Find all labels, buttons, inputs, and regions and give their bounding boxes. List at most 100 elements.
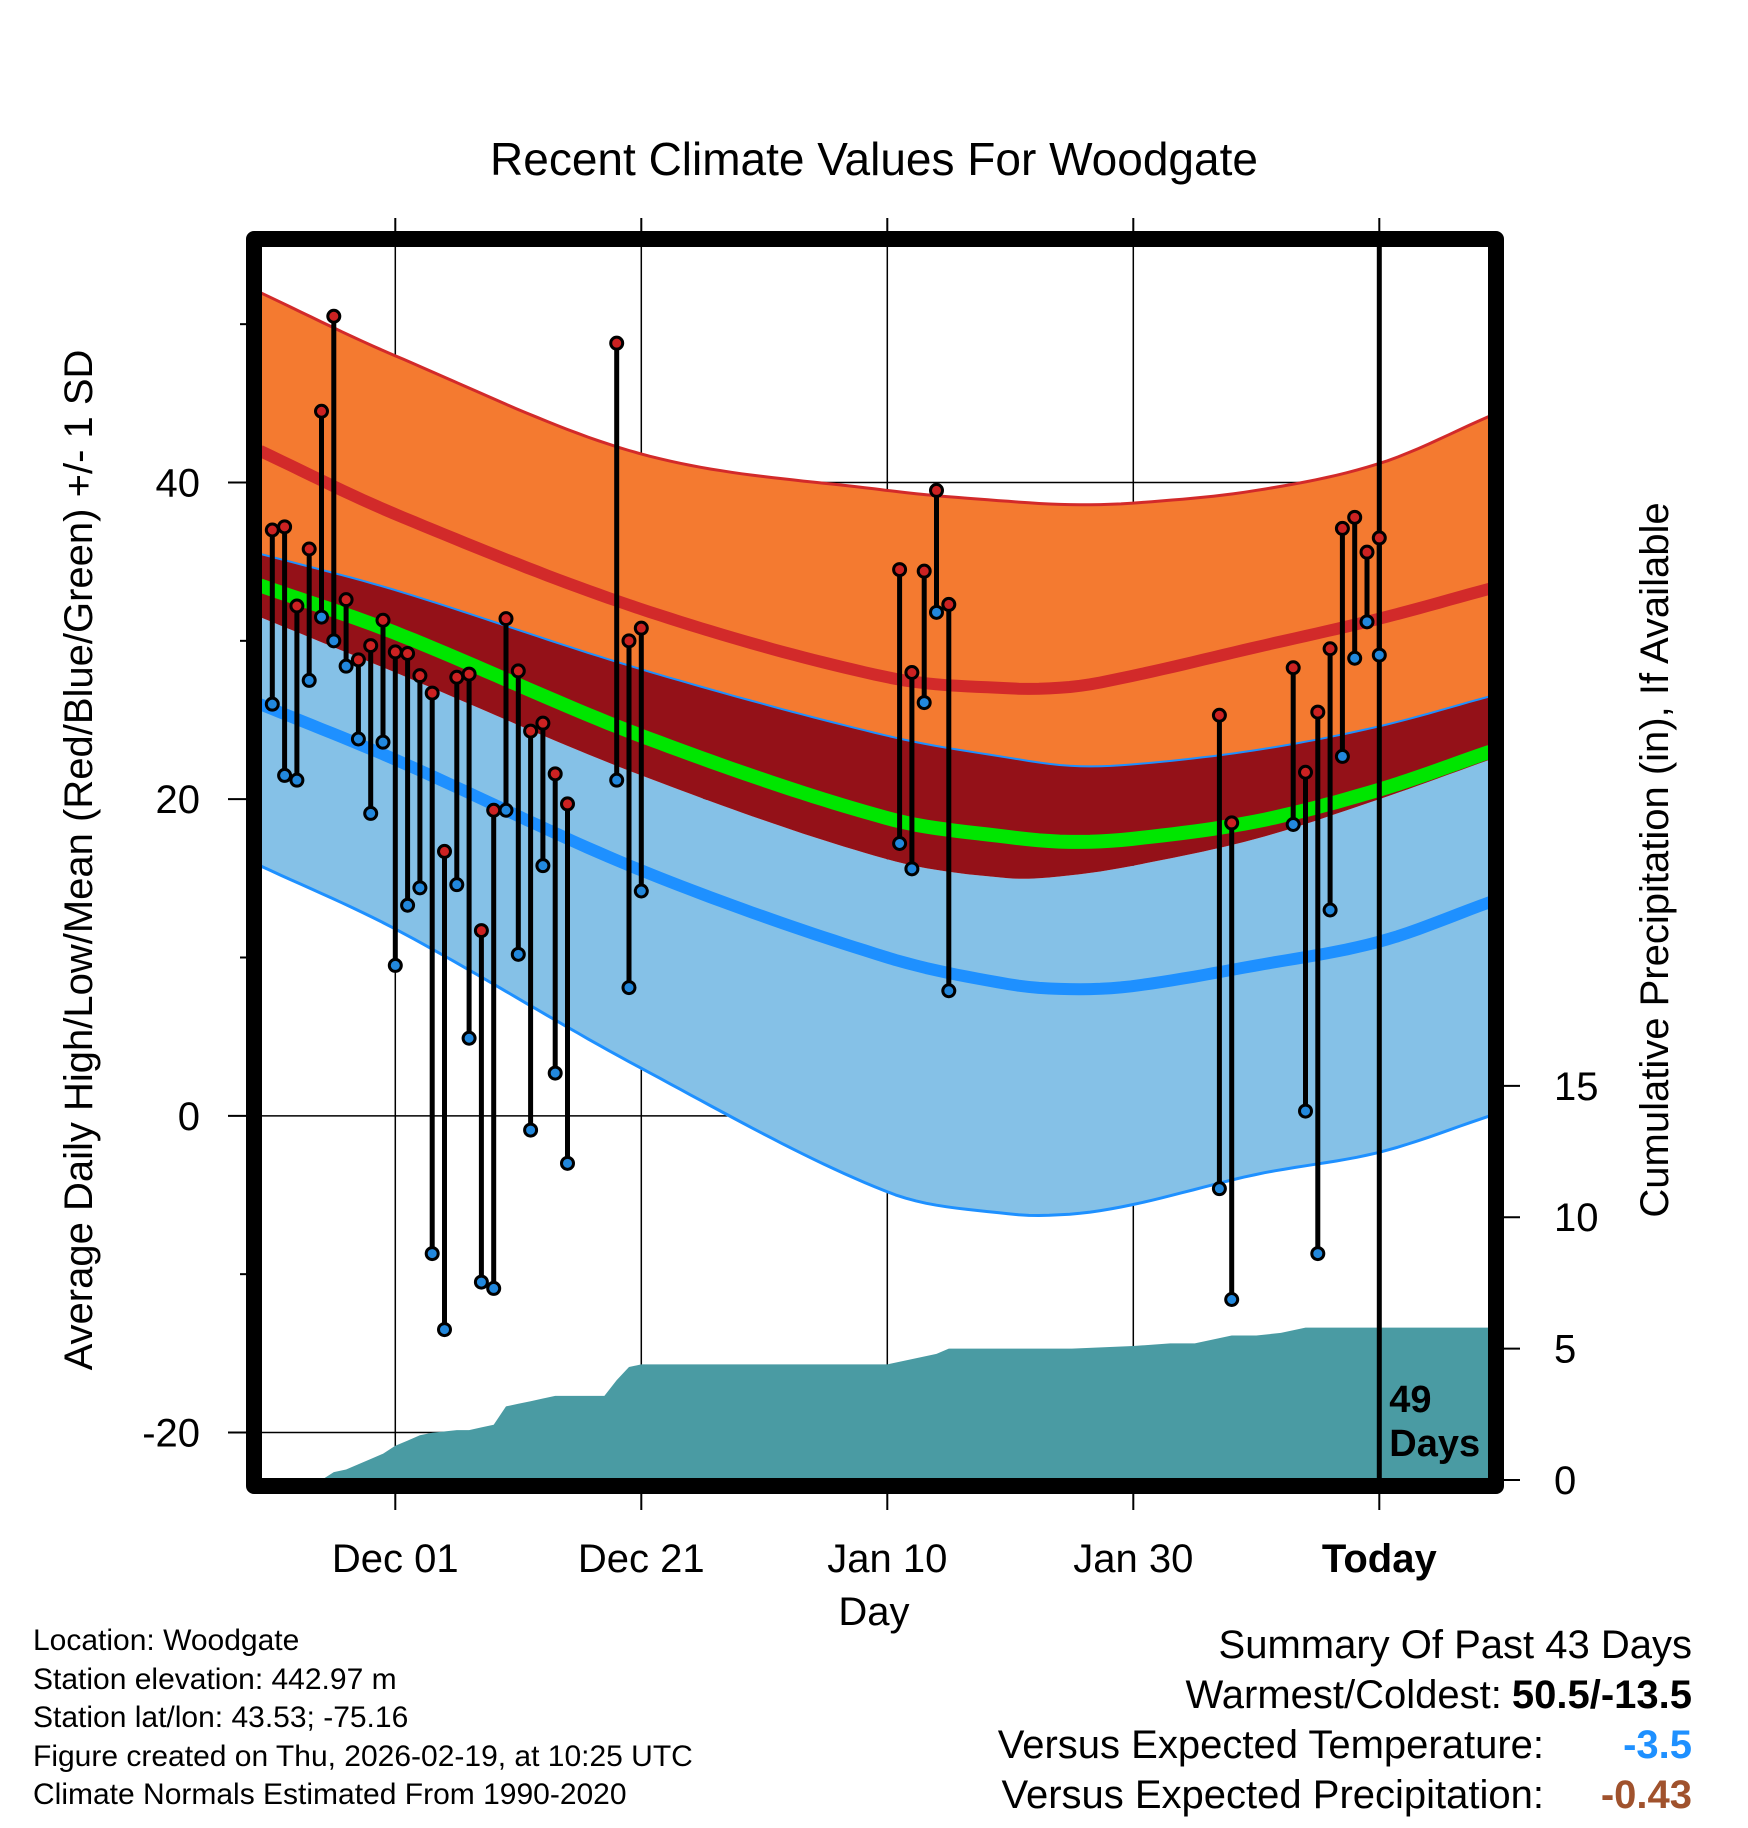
low-point bbox=[1334, 748, 1350, 764]
low-point bbox=[363, 805, 379, 821]
low-point bbox=[535, 858, 551, 874]
station-info: Location: Woodgate Station elevation: 44… bbox=[33, 1622, 693, 1815]
high-point bbox=[1285, 660, 1301, 676]
high-point bbox=[904, 665, 920, 680]
high-point bbox=[264, 522, 280, 538]
high-point bbox=[1347, 509, 1363, 525]
x-axis-label: Day bbox=[838, 1590, 909, 1634]
low-point bbox=[1298, 1103, 1313, 1119]
low-point bbox=[1211, 1181, 1227, 1197]
low-point bbox=[510, 946, 526, 962]
low-point bbox=[473, 1274, 489, 1290]
y-tick-label-1: 0 bbox=[178, 1095, 200, 1139]
low-point bbox=[1310, 1246, 1326, 1262]
high-point bbox=[535, 715, 551, 731]
axes-layer: -20 0 20 40 Dec 01 Dec 21 Jan 10 Jan 30 Today 0 5 1… bbox=[142, 218, 1599, 1581]
high-point bbox=[523, 723, 539, 739]
info-elevation: Station elevation: 442.97 m bbox=[33, 1662, 397, 1696]
frame-rect bbox=[246, 231, 1504, 1494]
high-point bbox=[1224, 815, 1240, 831]
low-point bbox=[301, 672, 317, 688]
low-point bbox=[277, 767, 293, 783]
high-point bbox=[277, 519, 293, 535]
y-tick-label-0: -20 bbox=[142, 1412, 200, 1456]
mean-band bbox=[260, 553, 1490, 879]
low-point bbox=[892, 836, 908, 851]
summary-title: Summary Of Past 43 Days bbox=[1218, 1623, 1692, 1667]
summary-warmest-coldest: Warmest/Coldest: 50.5/-13.5 bbox=[998, 1670, 1692, 1720]
low-point bbox=[560, 1155, 575, 1171]
high-point bbox=[547, 766, 563, 782]
daily-stems-layer bbox=[264, 308, 1387, 1338]
low-point bbox=[486, 1280, 502, 1296]
today-days-number: 49 bbox=[1389, 1379, 1431, 1421]
low-point bbox=[264, 696, 280, 712]
low-point bbox=[929, 604, 944, 620]
low-point bbox=[916, 695, 932, 711]
high-point bbox=[363, 638, 379, 654]
low-point bbox=[941, 983, 957, 999]
band-layer bbox=[260, 291, 1490, 1217]
low-point bbox=[326, 633, 342, 649]
high-point bbox=[314, 403, 329, 419]
warmest-coldest-value: 50.5/-13.5 bbox=[1511, 1673, 1692, 1717]
low-point bbox=[1224, 1292, 1240, 1307]
high-point bbox=[437, 843, 452, 859]
high-point bbox=[1211, 707, 1227, 723]
x-tick-label-4: Today bbox=[1322, 1537, 1438, 1581]
low-point bbox=[547, 1065, 563, 1081]
high-point bbox=[289, 598, 305, 614]
y2-tick-label-0: 0 bbox=[1554, 1459, 1576, 1503]
high-point bbox=[929, 482, 944, 498]
high-point bbox=[1359, 544, 1375, 560]
summary-panel: Summary Of Past 43 Days Warmest/Coldest:… bbox=[998, 1620, 1692, 1820]
plot-frame bbox=[246, 231, 1504, 1494]
y2-tick-label-1: 5 bbox=[1554, 1328, 1576, 1372]
low-point bbox=[338, 658, 354, 674]
y2-tick-label-2: 10 bbox=[1554, 1196, 1599, 1240]
high-point bbox=[301, 541, 317, 557]
high-point bbox=[1298, 764, 1313, 780]
high-point bbox=[350, 652, 366, 668]
high-sd-band bbox=[260, 292, 1490, 767]
low-point bbox=[289, 772, 305, 788]
low-point bbox=[1322, 902, 1338, 918]
info-created: Figure created on Thu, 2026-02-19, at 10… bbox=[33, 1739, 693, 1773]
y-tick-label-2: 20 bbox=[156, 778, 201, 822]
low-sd-band bbox=[260, 617, 1490, 1216]
high-point bbox=[400, 646, 416, 661]
temp-label: Versus Expected Temperature: bbox=[997, 1723, 1544, 1767]
info-location: Location: Woodgate bbox=[33, 1624, 300, 1657]
low-point bbox=[314, 609, 329, 625]
high-point bbox=[412, 668, 428, 684]
warmest-coldest-label: Warmest/Coldest: bbox=[1185, 1673, 1502, 1717]
high-point bbox=[941, 596, 957, 612]
y-axis-label: Average Daily High/Low/Mean (Red/Blue/Gr… bbox=[57, 350, 101, 1371]
high-point bbox=[1322, 641, 1338, 657]
high-point bbox=[892, 562, 908, 578]
low-point bbox=[904, 861, 920, 877]
high-point bbox=[387, 644, 403, 660]
low-point bbox=[387, 957, 403, 973]
low-point bbox=[1347, 650, 1363, 666]
info-latlon: Station lat/lon: 43.53; -75.16 bbox=[33, 1701, 409, 1734]
low-point bbox=[609, 772, 625, 788]
high-point bbox=[424, 685, 440, 701]
temp-value: -3.5 bbox=[1623, 1723, 1692, 1767]
low-point bbox=[523, 1122, 539, 1138]
high-point bbox=[633, 620, 649, 636]
precip-label: Versus Expected Precipitation: bbox=[1001, 1773, 1544, 1817]
y2-axis-label: Cumulative Precipitation (in), If Availa… bbox=[1633, 502, 1677, 1217]
high-point bbox=[473, 923, 489, 939]
y-tick-label-3: 40 bbox=[156, 462, 201, 506]
high-point bbox=[510, 663, 526, 679]
chart-title: Recent Climate Values For Woodgate bbox=[490, 133, 1258, 185]
summary-precipitation: Versus Expected Precipitation: -0.43 bbox=[998, 1770, 1692, 1820]
high-point bbox=[375, 612, 391, 628]
precip-area bbox=[260, 1327, 1490, 1480]
low-point bbox=[1359, 614, 1375, 630]
high-point bbox=[326, 308, 342, 324]
summary-temperature: Versus Expected Temperature: -3.5 bbox=[998, 1720, 1692, 1770]
